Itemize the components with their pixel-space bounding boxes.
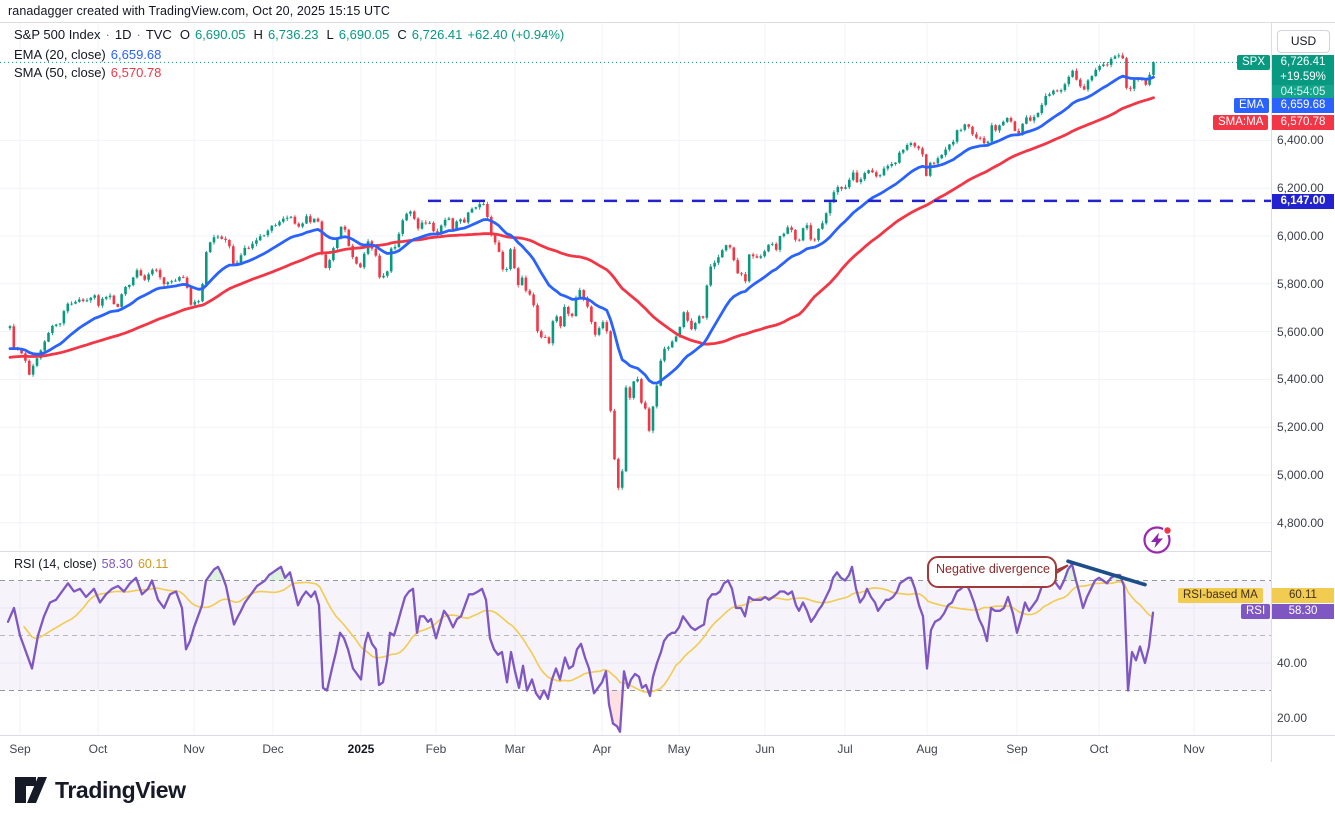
- currency-button[interactable]: USD: [1277, 30, 1330, 53]
- spx-price-value: 6,726.41: [1272, 55, 1334, 70]
- divergence-trendline[interactable]: [1066, 559, 1147, 587]
- close-label: C: [397, 27, 407, 42]
- time-axis-label: Nov: [1183, 742, 1205, 756]
- lightning-bolt-glyph: [1151, 532, 1163, 548]
- sma-price-tag: SMA:MA: [1213, 115, 1269, 130]
- quick-action-lightning-icon[interactable]: [1138, 519, 1180, 561]
- rsi-tag: RSI: [1241, 604, 1271, 619]
- symbol-title: S&P 500 Index: [14, 27, 101, 42]
- negative-divergence-label[interactable]: Negative divergence: [936, 562, 1050, 576]
- time-axis-label: Jun: [755, 742, 775, 756]
- rsi-ma-legend-value: 60.11: [137, 557, 169, 571]
- sma-legend-row[interactable]: SMA (50, close) 6,570.78: [14, 65, 161, 80]
- time-axis-label: Jul: [837, 742, 853, 756]
- rsi-legend-label: RSI (14, close): [14, 557, 97, 571]
- price-tick-label: 5,600.00: [1277, 324, 1324, 339]
- low-label: L: [326, 27, 334, 42]
- price-axis-border: [1271, 22, 1272, 762]
- tradingview-logo[interactable]: TradingView: [14, 775, 186, 805]
- high-label: H: [253, 27, 263, 42]
- ema-20-line: [8, 74, 1155, 385]
- grid-lines: [0, 22, 1271, 735]
- ema-price-tag: EMA: [1234, 98, 1269, 113]
- rsi-value: 58.30: [1272, 604, 1334, 619]
- notification-dot: [1162, 525, 1173, 536]
- rsi-ma-value: 60.11: [1272, 588, 1334, 603]
- time-axis-border: [0, 735, 1335, 736]
- time-axis-label: Sep: [9, 742, 31, 756]
- rsi-tick-label: 20.00: [1277, 711, 1308, 725]
- symbol-interval[interactable]: 1D: [114, 27, 132, 42]
- ema-legend-row[interactable]: EMA (20, close) 6,659.68: [14, 47, 161, 62]
- price-tick-label: 5,800.00: [1277, 276, 1324, 291]
- price-tick-label: 5,000.00: [1277, 468, 1324, 482]
- ema-legend-value: 6,659.68: [110, 47, 162, 62]
- time-axis-label: May: [667, 742, 691, 756]
- open-label: O: [179, 27, 190, 42]
- price-tick-label: 5,200.00: [1277, 420, 1324, 435]
- sma-legend-value: 6,570.78: [110, 65, 162, 80]
- annotation-bubble[interactable]: [927, 556, 1057, 588]
- time-axis-label: Sep: [1006, 742, 1028, 756]
- level-price-label[interactable]: 6,147.00: [1272, 194, 1334, 209]
- symbol-exchange: TVC: [145, 27, 172, 42]
- sma-legend-label: SMA (50, close): [14, 65, 106, 80]
- close-value: 6,726.41: [411, 27, 463, 42]
- rsi-tick-label: 40.00: [1277, 656, 1308, 670]
- change-value: +62.40 (+0.94%): [467, 27, 565, 42]
- time-axis-label: Aug: [916, 742, 938, 756]
- price-tick-label: 6,400.00: [1277, 133, 1324, 148]
- rsi-ma-tag: RSI-based MA: [1178, 588, 1263, 603]
- legend-separator: ·: [136, 27, 141, 42]
- spx-change-percent: +19.59%: [1272, 70, 1334, 85]
- price-tick-label: 6,000.00: [1277, 229, 1324, 243]
- ema-legend-label: EMA (20, close): [14, 47, 106, 62]
- price-tick-label: 5,400.00: [1277, 372, 1324, 387]
- high-value: 6,736.23: [267, 27, 319, 42]
- price-tick-label: 6,200.00: [1277, 181, 1324, 196]
- symbol-legend-row[interactable]: S&P 500 Index · 1D · TVC O 6,690.05 H 6,73…: [14, 27, 564, 42]
- low-value: 6,690.05: [338, 27, 390, 42]
- legend-separator: ·: [105, 27, 110, 42]
- pane-separator[interactable]: [0, 551, 1271, 552]
- attribution-line: ranadagger created with TradingView.com,…: [8, 4, 390, 18]
- ema-price-value: 6,659.68: [1272, 98, 1334, 113]
- open-value: 6,690.05: [194, 27, 246, 42]
- spx-countdown: 04:54:05: [1272, 85, 1334, 100]
- candlestick-series: [8, 52, 1155, 491]
- chart-top-border: [0, 22, 1335, 23]
- time-axis-label: 2025: [347, 742, 375, 756]
- rsi-legend-row[interactable]: RSI (14, close) 58.30 60.11: [14, 557, 168, 571]
- time-axis-label: Mar: [504, 742, 526, 756]
- sma-price-value: 6,570.78: [1272, 115, 1334, 130]
- time-axis-label: Oct: [88, 742, 108, 756]
- tradingview-logo-mark: [15, 777, 47, 803]
- time-axis-label: Nov: [183, 742, 205, 756]
- time-axis-label: Apr: [592, 742, 612, 756]
- rsi-ma-line: [23, 581, 1153, 693]
- time-axis-label: Feb: [425, 742, 447, 756]
- rsi-legend-value: 58.30: [101, 557, 133, 571]
- time-axis-label: Dec: [262, 742, 284, 756]
- tradingview-logo-text: TradingView: [55, 776, 186, 803]
- price-tick-label: 4,800.00: [1277, 515, 1324, 530]
- sma-50-line: [8, 96, 1155, 359]
- spx-price-tag: SPX: [1237, 55, 1271, 70]
- time-axis-label: Oct: [1089, 742, 1109, 756]
